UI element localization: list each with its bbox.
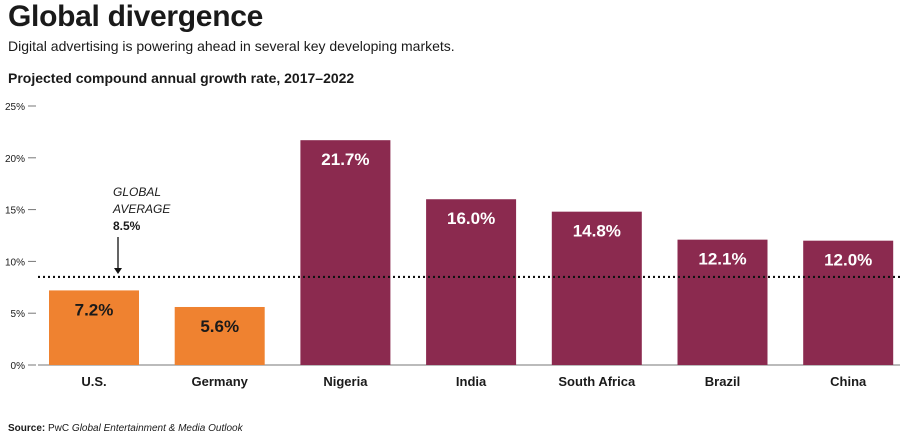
source-publisher: PwC (48, 423, 70, 434)
y-tick-label: 20% (5, 154, 25, 165)
bar-value-label: 21.7% (321, 150, 369, 169)
x-category-label: India (456, 374, 487, 389)
x-category-label: Brazil (705, 374, 740, 389)
y-tick-label: 5% (11, 309, 26, 320)
global-average-reference: GLOBAL AVERAGE 8.5% (38, 185, 900, 279)
chart-heading: Projected compound annual growth rate, 2… (8, 70, 355, 86)
bar-value-label: 5.6% (200, 317, 239, 336)
bar-china (803, 240, 894, 365)
bar-nigeria (300, 140, 391, 365)
bar-chart: 0% 5% 10% 15% 20% 25% 7.2% 5.6% 21.7% 16.0% 14.8%… (5, 102, 900, 389)
global-average-value: 8.5% (113, 219, 141, 233)
x-category-label: China (830, 374, 867, 389)
global-average-label-line2: AVERAGE (112, 202, 171, 216)
y-tick-label: 25% (5, 102, 25, 113)
y-tick-label: 15% (5, 206, 25, 217)
bar-value-label: 12.1% (698, 250, 746, 269)
bar-south-africa (551, 211, 642, 365)
bar-brazil (677, 239, 768, 365)
x-category-label: U.S. (81, 374, 106, 389)
x-category-label: South Africa (558, 374, 636, 389)
bar-u-s (49, 290, 139, 365)
source-label: Source: (8, 423, 46, 434)
global-average-arrow-head-icon (114, 267, 122, 274)
global-average-label-line1: GLOBAL (113, 185, 161, 199)
bar-value-label: 12.0% (824, 251, 872, 270)
x-axis: U.S. Germany Nigeria India South Africa Brazi… (81, 374, 867, 389)
x-category-label: Germany (192, 374, 249, 389)
chart-title: Global divergence (8, 0, 263, 33)
bar-value-label: 7.2% (75, 300, 114, 319)
bars-group: 7.2% 5.6% 21.7% 16.0% 14.8% 12.1% 12.0% (49, 140, 894, 365)
x-category-label: Nigeria (323, 374, 368, 389)
bar-germany (174, 306, 265, 365)
bar-india (426, 199, 517, 365)
source-publication: Global Entertainment & Media Outlook (71, 423, 243, 434)
chart-subtitle: Digital advertising is powering ahead in… (8, 38, 455, 54)
y-tick-label: 0% (11, 361, 26, 372)
source-note: Source: PwC Global Entertainment & Media… (8, 423, 243, 434)
bar-value-label: 14.8% (573, 222, 621, 241)
y-tick-label: 10% (5, 257, 25, 268)
bar-value-label: 16.0% (447, 209, 495, 228)
